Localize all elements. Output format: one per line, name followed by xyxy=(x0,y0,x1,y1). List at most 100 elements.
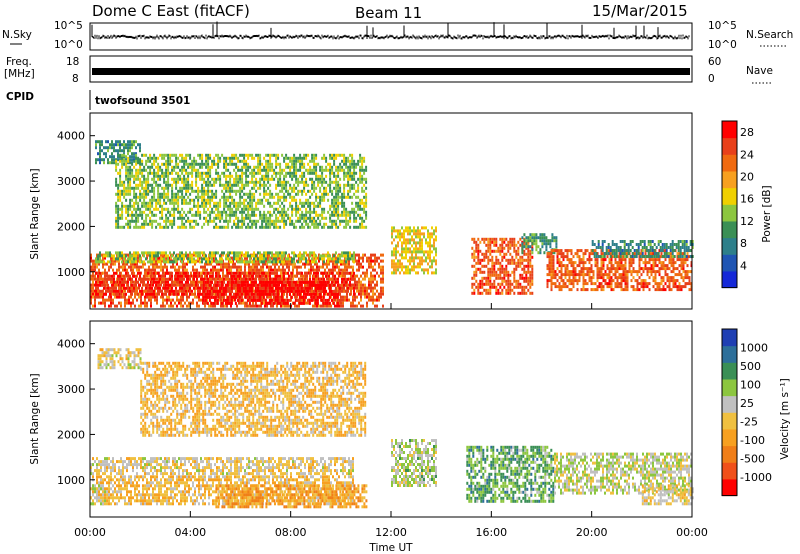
power-cell xyxy=(102,298,104,302)
power-cell xyxy=(274,295,277,299)
power-cell xyxy=(342,304,344,308)
power-cell xyxy=(521,276,524,280)
power-cell xyxy=(300,295,303,299)
power-cell xyxy=(268,292,271,296)
power-cell xyxy=(654,288,657,292)
power-cell xyxy=(243,283,245,287)
power-cell xyxy=(343,251,345,255)
power-cell xyxy=(109,277,111,281)
power-cell xyxy=(253,257,255,261)
power-cell xyxy=(268,286,271,290)
power-cell xyxy=(243,277,245,281)
nave-label: Nave xyxy=(746,65,773,77)
power-cell xyxy=(592,282,595,286)
power-cell xyxy=(231,251,233,255)
power-cell xyxy=(411,229,413,233)
power-cell xyxy=(130,304,132,308)
power-cell xyxy=(291,271,293,275)
power-cell xyxy=(137,292,139,296)
power-cell xyxy=(123,286,125,290)
power-cell xyxy=(97,292,99,296)
power-cell xyxy=(109,274,111,278)
power-cell xyxy=(495,255,498,259)
power-cell xyxy=(192,301,194,305)
power-cell xyxy=(477,237,480,241)
power-cell xyxy=(360,304,362,308)
power-cell xyxy=(138,265,140,269)
power-cell xyxy=(513,279,516,283)
power-cell xyxy=(333,283,335,287)
power-cell xyxy=(658,282,661,286)
power-cell xyxy=(236,265,238,269)
power-cell xyxy=(489,240,492,244)
power-cell xyxy=(160,262,162,266)
power-cell xyxy=(287,277,289,281)
power-cell xyxy=(493,237,496,241)
power-cell xyxy=(372,253,374,257)
power-cell xyxy=(237,251,239,255)
power-cell xyxy=(111,283,113,287)
power-cell xyxy=(316,298,319,302)
power-cell xyxy=(162,271,164,275)
power-cell xyxy=(90,265,92,269)
power-cell xyxy=(256,286,259,290)
power-cell xyxy=(102,256,104,260)
power-cell xyxy=(246,262,248,266)
power-cell xyxy=(143,254,145,258)
power-cell xyxy=(170,301,172,305)
power-cell xyxy=(159,251,161,255)
power-cell xyxy=(429,256,431,260)
power-cell xyxy=(306,277,308,281)
power-cell xyxy=(310,265,312,269)
power-cell xyxy=(554,270,557,274)
power-cell xyxy=(228,295,231,299)
power-cell xyxy=(165,251,167,255)
power-cell xyxy=(165,289,167,293)
power-cell xyxy=(186,295,188,299)
power-cell xyxy=(572,285,575,289)
power-cell xyxy=(254,280,257,284)
power-cell xyxy=(556,285,559,289)
power-cell xyxy=(364,286,366,290)
power-cell xyxy=(471,237,474,241)
power-cell xyxy=(182,268,184,272)
power-cell xyxy=(433,247,435,251)
power-cell xyxy=(193,257,195,261)
power-cell xyxy=(566,249,569,253)
power-cell xyxy=(352,268,354,272)
power-cell xyxy=(668,258,671,262)
power-cell xyxy=(101,260,103,264)
power-cell xyxy=(169,292,171,296)
power-cell xyxy=(201,257,203,261)
power-cell xyxy=(634,270,637,274)
power-cell xyxy=(608,261,611,265)
power-cell xyxy=(473,291,476,295)
power-cell xyxy=(576,252,579,256)
power-cell xyxy=(353,292,355,296)
power-cell xyxy=(616,261,619,265)
station-title: Dome C East (fitACF) xyxy=(92,2,250,20)
power-cell xyxy=(226,268,228,272)
power-cell xyxy=(324,262,326,266)
power-cell xyxy=(362,304,364,308)
power-cell xyxy=(395,247,397,251)
power-cell xyxy=(529,279,532,283)
power-cell xyxy=(322,286,325,290)
power-cell xyxy=(345,257,347,261)
power-cell xyxy=(282,286,285,290)
power-cell xyxy=(224,304,226,308)
power-cell xyxy=(173,257,175,261)
power-cell xyxy=(177,277,179,281)
power-cell xyxy=(109,260,111,264)
freq-tick-top: 18 xyxy=(66,56,79,68)
power-cell xyxy=(108,295,110,299)
power-cell xyxy=(475,270,478,274)
power-cell xyxy=(513,240,516,244)
power-cell xyxy=(324,280,327,284)
power-cell xyxy=(477,267,480,271)
power-cell xyxy=(620,288,623,292)
power-cell xyxy=(135,280,137,284)
power-cell xyxy=(664,273,667,277)
power-cell xyxy=(358,301,360,305)
power-cell xyxy=(126,274,128,278)
